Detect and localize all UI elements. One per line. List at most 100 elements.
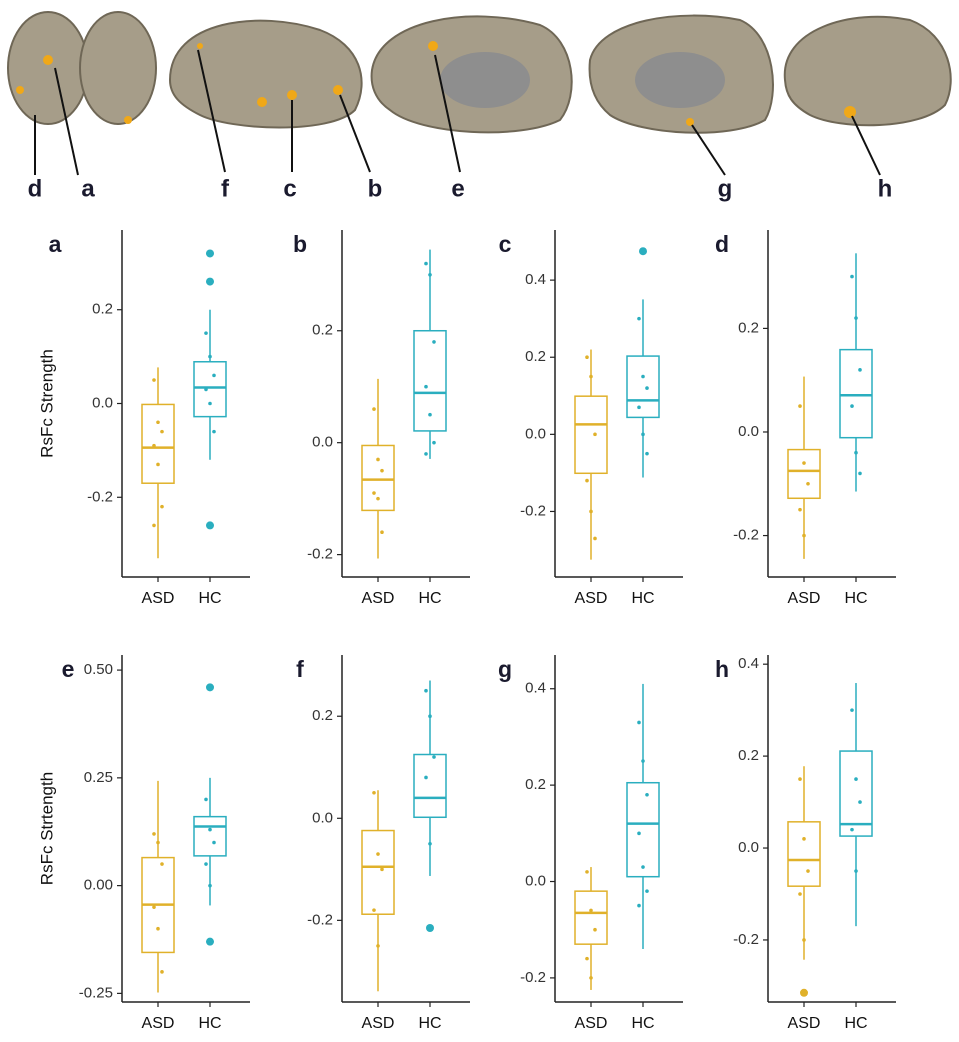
brain-lateral-right bbox=[785, 17, 951, 125]
outlier bbox=[206, 938, 214, 946]
blob bbox=[257, 97, 267, 107]
data-point bbox=[798, 892, 802, 896]
data-point bbox=[428, 273, 432, 277]
brain-lateral-left bbox=[170, 21, 362, 128]
data-point bbox=[424, 262, 428, 266]
x-tick-label: ASD bbox=[362, 590, 395, 607]
y-tick-label: 0.25 bbox=[84, 769, 113, 786]
y-tick-label: 0.00 bbox=[84, 877, 113, 894]
data-point bbox=[850, 275, 854, 279]
data-point bbox=[641, 433, 645, 437]
x-tick-label: ASD bbox=[362, 1015, 395, 1032]
data-point bbox=[802, 461, 806, 465]
y-tick-label: -0.2 bbox=[520, 969, 546, 986]
x-tick-label: HC bbox=[418, 1015, 441, 1032]
data-point bbox=[589, 375, 593, 379]
y-tick-label: 0.2 bbox=[525, 348, 546, 365]
blob bbox=[124, 116, 132, 124]
data-point bbox=[806, 482, 810, 486]
y-tick-label: 0.0 bbox=[92, 394, 113, 411]
data-point bbox=[156, 420, 160, 424]
data-point bbox=[152, 832, 156, 836]
data-point bbox=[208, 884, 212, 888]
y-tick-label: -0.2 bbox=[733, 931, 759, 948]
brain-medial-core bbox=[440, 52, 530, 108]
y-tick-label: 0.0 bbox=[312, 809, 333, 826]
x-tick-label: HC bbox=[198, 590, 221, 607]
y-tick-label: 0.2 bbox=[312, 322, 333, 339]
box bbox=[362, 831, 394, 915]
data-point bbox=[641, 865, 645, 869]
data-point bbox=[802, 837, 806, 841]
data-point bbox=[152, 905, 156, 909]
data-point bbox=[212, 430, 216, 434]
panel-letter: d bbox=[715, 231, 729, 257]
box bbox=[414, 755, 446, 818]
data-point bbox=[204, 331, 208, 335]
brain-posterior-left bbox=[8, 12, 88, 124]
data-point bbox=[806, 869, 810, 873]
data-point bbox=[645, 452, 649, 456]
panel-letter: e bbox=[62, 656, 75, 682]
data-point bbox=[372, 791, 376, 795]
data-point bbox=[204, 798, 208, 802]
brain-label: g bbox=[718, 175, 733, 202]
data-point bbox=[645, 889, 649, 893]
data-point bbox=[380, 530, 384, 534]
data-point bbox=[208, 402, 212, 406]
y-tick-label: 0.4 bbox=[525, 271, 546, 288]
x-tick-label: HC bbox=[631, 1015, 654, 1032]
panel-letter: c bbox=[499, 231, 512, 257]
brain-label: c bbox=[283, 175, 296, 202]
blob bbox=[197, 43, 203, 49]
y-tick-label: 0.2 bbox=[525, 776, 546, 793]
data-point bbox=[641, 759, 645, 763]
data-point bbox=[156, 463, 160, 467]
data-point bbox=[156, 841, 160, 845]
brain-label: h bbox=[878, 175, 893, 202]
x-tick-label: ASD bbox=[575, 1015, 608, 1032]
x-tick-label: HC bbox=[844, 590, 867, 607]
data-point bbox=[850, 404, 854, 408]
y-axis-label: RsFc Strength bbox=[37, 349, 56, 458]
box bbox=[362, 445, 394, 510]
data-point bbox=[428, 842, 432, 846]
data-point bbox=[204, 388, 208, 392]
x-tick-label: ASD bbox=[788, 1015, 821, 1032]
x-tick-label: ASD bbox=[142, 1015, 175, 1032]
data-point bbox=[637, 832, 641, 836]
data-point bbox=[380, 868, 384, 872]
data-point bbox=[432, 340, 436, 344]
data-point bbox=[585, 355, 589, 359]
data-point bbox=[798, 777, 802, 781]
data-point bbox=[850, 828, 854, 832]
data-point bbox=[212, 841, 216, 845]
box bbox=[627, 356, 659, 417]
panel-letter: f bbox=[296, 656, 304, 682]
x-tick-label: ASD bbox=[788, 590, 821, 607]
outlier bbox=[206, 278, 214, 286]
data-point bbox=[376, 497, 380, 501]
data-point bbox=[372, 407, 376, 411]
data-point bbox=[854, 316, 858, 320]
data-point bbox=[641, 375, 645, 379]
data-point bbox=[372, 908, 376, 912]
y-tick-label: -0.2 bbox=[307, 546, 333, 563]
data-point bbox=[160, 862, 164, 866]
data-point bbox=[380, 469, 384, 473]
y-tick-label: 0.0 bbox=[738, 423, 759, 440]
data-point bbox=[376, 944, 380, 948]
brain-label: a bbox=[81, 175, 95, 202]
data-point bbox=[645, 793, 649, 797]
y-tick-label: -0.2 bbox=[520, 502, 546, 519]
y-tick-label: -0.2 bbox=[307, 911, 333, 928]
data-point bbox=[593, 433, 597, 437]
data-point bbox=[376, 458, 380, 462]
data-point bbox=[428, 714, 432, 718]
outlier bbox=[639, 247, 647, 255]
outlier bbox=[206, 683, 214, 691]
x-tick-label: ASD bbox=[142, 590, 175, 607]
data-point bbox=[854, 869, 858, 873]
data-point bbox=[802, 534, 806, 538]
blob bbox=[428, 41, 438, 51]
